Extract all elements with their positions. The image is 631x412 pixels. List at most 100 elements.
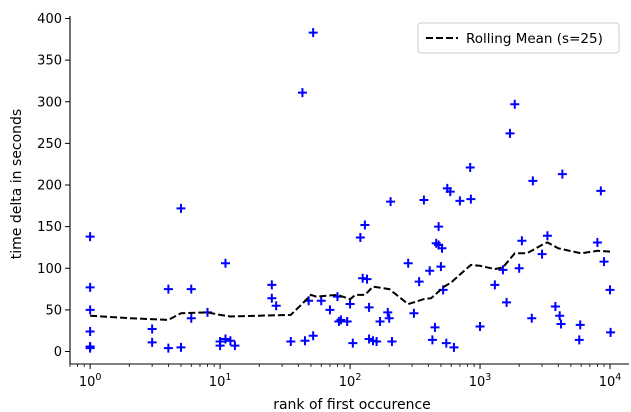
scatter-point (605, 285, 615, 295)
scatter-point (445, 187, 455, 197)
scatter-point (436, 262, 446, 272)
scatter-point (163, 284, 173, 294)
scatter-point (348, 338, 358, 348)
scatter-point (147, 324, 157, 334)
scatter-point (386, 197, 396, 207)
axis-spines (69, 16, 629, 365)
scatter-point (271, 301, 281, 311)
scatter-point (375, 317, 385, 327)
y-tick-label: 350 (37, 54, 62, 69)
scatter-point (596, 186, 606, 196)
scatter-point (592, 237, 602, 247)
legend-label-rolling-mean: Rolling Mean (s=25) (466, 31, 603, 47)
scatter-point (517, 236, 527, 246)
scatter-point (383, 307, 393, 317)
scatter-point (505, 128, 515, 138)
scatter-point (537, 249, 547, 259)
scatter-point (425, 266, 435, 276)
x-tick-label: 100 (79, 372, 102, 390)
scatter-point (85, 343, 95, 353)
scatter-point (437, 243, 447, 253)
scatter-point (186, 313, 196, 323)
scatter-point (225, 336, 235, 346)
scatter-point (409, 308, 419, 318)
scatter-point (147, 337, 157, 347)
scatter-point (434, 222, 444, 232)
scatter-point (387, 337, 397, 347)
scatter-point (342, 317, 352, 327)
scatter-point (441, 338, 451, 348)
scatter-point (355, 232, 365, 242)
scatter-point (414, 277, 424, 287)
scatter-point (300, 336, 310, 346)
scatter-point (465, 163, 475, 173)
scatter-point (186, 284, 196, 294)
scatter-point (555, 311, 565, 321)
scatter-point (220, 258, 230, 268)
y-tick-label: 250 (37, 137, 62, 152)
y-tick-label: 200 (37, 179, 62, 194)
plot-area (85, 28, 616, 353)
scatter-point (267, 293, 277, 303)
scatter-point (466, 194, 476, 204)
x-tick-label: 101 (209, 372, 232, 390)
x-tick-label: 103 (469, 372, 492, 390)
scatter-point (220, 334, 230, 344)
scatter-point (215, 341, 225, 351)
scatter-point (308, 331, 318, 341)
scatter-point (372, 337, 382, 347)
scatter-point (297, 88, 307, 98)
scatter-point (455, 196, 465, 206)
scatter-point (606, 327, 616, 337)
scatter-point (176, 203, 186, 213)
scatter-point (360, 220, 370, 230)
scatter-point (498, 265, 508, 275)
axes: 0 50 100 150 200 250 300 350 400 100 101 102 103 104 (37, 12, 629, 390)
scatter-point (85, 282, 95, 292)
scatter-point (345, 299, 355, 309)
scatter-point (85, 232, 95, 242)
scatter-point (542, 231, 552, 241)
scatter-point (490, 280, 500, 290)
y-tick-label: 400 (37, 12, 62, 27)
scatter-point (475, 322, 485, 332)
scatter-point (85, 327, 95, 337)
y-tick-label: 0 (54, 345, 62, 360)
scatter-point (325, 305, 335, 315)
scatter-point (384, 313, 394, 323)
scatter-point (528, 176, 538, 186)
legend: Rolling Mean (s=25) (417, 22, 620, 54)
scatter-point (85, 305, 95, 315)
x-axis-label: rank of first occurence (273, 397, 431, 412)
scatter-point (510, 99, 520, 109)
y-tick-label: 100 (37, 262, 62, 277)
scatter-point (176, 342, 186, 352)
rolling-mean-line (90, 241, 611, 321)
scatter-point (419, 195, 429, 205)
y-tick-label: 300 (37, 95, 62, 110)
y-tick-label: 150 (37, 220, 62, 235)
scatter-point (574, 335, 584, 345)
y-tick-label: 50 (45, 303, 62, 318)
x-tick-label: 104 (599, 372, 622, 390)
scatter-point (316, 296, 326, 306)
scatter-point (449, 342, 459, 352)
scatter-point (286, 337, 296, 347)
scatter-point (599, 257, 609, 267)
scatter-point (514, 263, 524, 273)
scatter-point (336, 315, 346, 325)
scatter-point (403, 258, 413, 268)
scatter-point (575, 320, 585, 330)
scatter-point (557, 169, 567, 179)
scatter-point (430, 322, 440, 332)
y-axis-label: time delta in seconds (9, 109, 25, 259)
scatter-point (527, 313, 537, 323)
scatter-point (427, 335, 437, 345)
scatter-point (267, 280, 277, 290)
scatter-point (163, 343, 173, 353)
x-tick-label: 102 (339, 372, 362, 390)
scatter-point (502, 297, 512, 307)
scatter-point (230, 341, 240, 351)
scatter-point (364, 302, 374, 312)
